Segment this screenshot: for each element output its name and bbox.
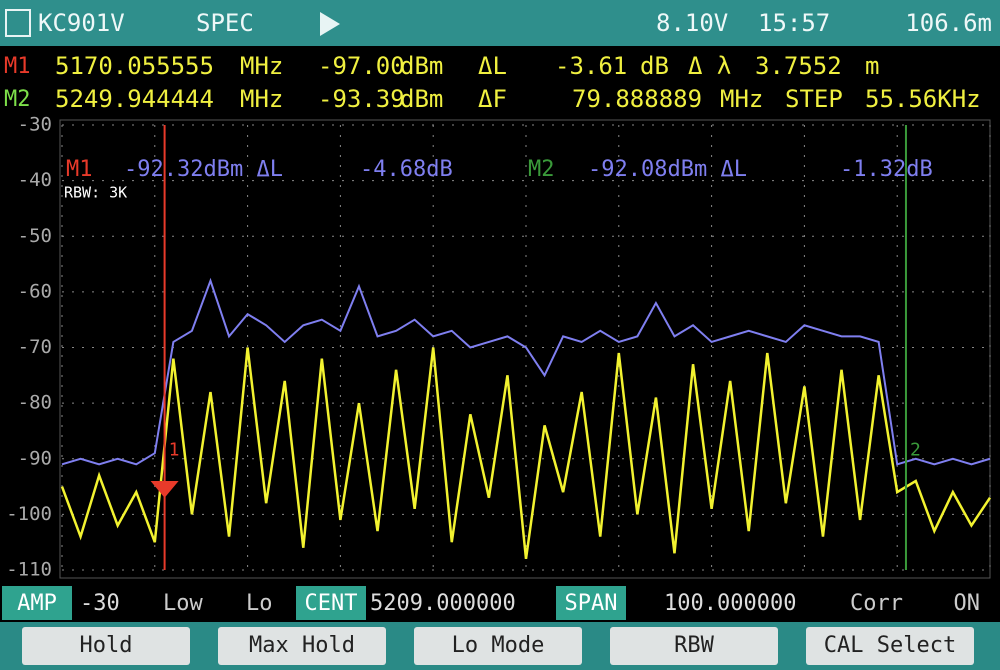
y-tick-label: -60 — [18, 280, 52, 302]
time: 15:57 — [758, 9, 830, 37]
softkey[interactable] — [414, 627, 582, 665]
marker-name: M2 — [4, 87, 31, 112]
y-tick-label: -100 — [6, 503, 52, 525]
y-tick-label: -30 — [18, 114, 52, 136]
extra-value: 55.56KHz — [865, 85, 981, 113]
rbw-label: RBW: 3K — [64, 184, 127, 202]
softkey[interactable] — [22, 627, 190, 665]
run-icon — [320, 12, 340, 36]
trace — [61, 277, 991, 466]
y-tick-label: -90 — [18, 447, 52, 469]
level-unit: dBm — [400, 52, 443, 80]
y-tick-label: -80 — [18, 392, 52, 414]
cent-label: CENT — [305, 591, 358, 616]
marker-pointer — [150, 481, 179, 498]
plot-area — [59, 119, 991, 579]
annotation-marker: M2 — [528, 157, 555, 182]
extra-value: 3.7552 — [755, 52, 842, 80]
annotation-delta: -4.68dB — [360, 157, 453, 182]
softkey[interactable] — [806, 627, 974, 665]
cent-label-box — [296, 586, 366, 620]
marker-level: -93.39 — [318, 85, 405, 113]
distance: 106.6m — [905, 9, 992, 37]
span-label: SPAN — [565, 591, 618, 616]
voltage: 8.10V — [656, 9, 728, 37]
delta-value: 79.888889 — [572, 85, 702, 113]
annotation-level: -92.08dBm ΔL — [588, 157, 747, 182]
marker-name: M1 — [4, 54, 31, 79]
marker-number: 1 — [169, 439, 180, 460]
softkey[interactable] — [610, 627, 778, 665]
extra-label: STEP — [785, 85, 843, 113]
center-frequency: 5209.000000 — [370, 591, 516, 616]
y-tick-label: -40 — [18, 169, 52, 191]
extra-label: Δ λ — [688, 52, 731, 80]
device-icon — [5, 9, 31, 37]
delta-value: -3.61 — [555, 52, 627, 80]
extra-unit: m — [865, 52, 879, 80]
marker-number: 2 — [910, 439, 921, 460]
amp-label: AMP — [17, 591, 57, 616]
annotation-marker: M1 — [66, 157, 93, 182]
annotation-level: -92.32dBm ΔL — [124, 157, 283, 182]
softkey[interactable] — [218, 627, 386, 665]
softkey-label: Lo Mode — [452, 633, 545, 658]
delta-unit: MHz — [720, 85, 763, 113]
y-tick-label: -70 — [18, 336, 52, 358]
trace — [60, 347, 992, 560]
y-tick-label: -110 — [6, 559, 52, 581]
marker-frequency: 5249.944444 — [55, 85, 214, 113]
delta-label: ΔL — [478, 52, 507, 80]
delta-label: ΔF — [478, 85, 507, 113]
level-unit: dBm — [400, 85, 443, 113]
softkey-label: Max Hold — [249, 633, 355, 658]
annotation-delta: -1.32dB — [840, 157, 933, 182]
amp-value: -30 — [80, 591, 120, 616]
frequency-unit: MHz — [240, 52, 283, 80]
span-value: 100.000000 — [664, 591, 796, 616]
marker-level: -97.00 — [318, 52, 405, 80]
amp-label-box — [2, 586, 72, 620]
softkey-label: RBW — [674, 633, 714, 658]
corr-label: Corr — [850, 591, 903, 616]
lo-mode: Lo — [246, 591, 273, 616]
softkey-label: CAL Select — [824, 633, 956, 658]
span-label-box — [556, 586, 626, 620]
gain-mode: Low — [163, 591, 203, 616]
delta-unit: dB — [640, 52, 669, 80]
y-tick-label: -50 — [18, 225, 52, 247]
frequency-unit: MHz — [240, 85, 283, 113]
corr-value: ON — [954, 591, 981, 616]
device-name: KC901V — [38, 9, 125, 37]
marker-frequency: 5170.055555 — [55, 52, 214, 80]
status-bar — [0, 0, 1000, 46]
mode: SPEC — [196, 9, 254, 37]
softkey-label: Hold — [80, 633, 133, 658]
